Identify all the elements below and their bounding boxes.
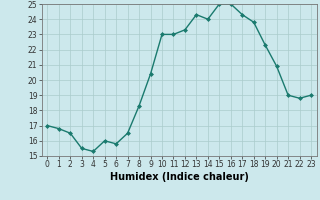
X-axis label: Humidex (Indice chaleur): Humidex (Indice chaleur) [110,172,249,182]
